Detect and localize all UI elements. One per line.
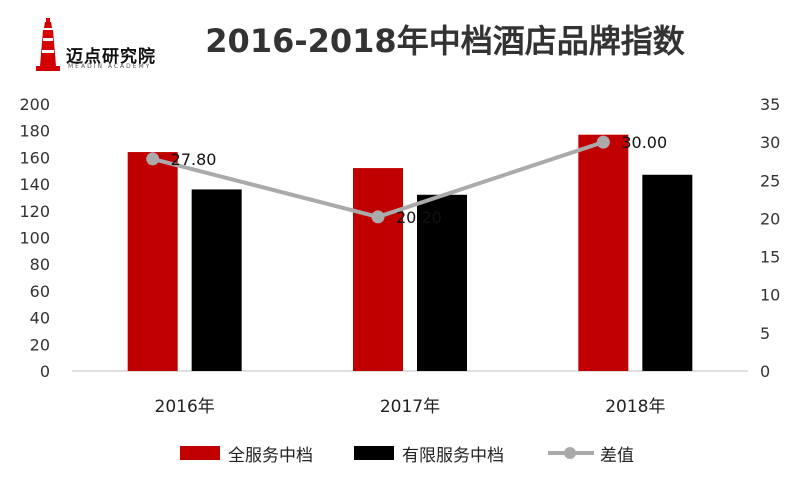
legend-label: 差值: [600, 445, 634, 466]
y-left-tick-label: 140: [19, 175, 50, 194]
y-left-tick-label: 200: [19, 95, 50, 114]
lighthouse-icon: [36, 18, 60, 71]
x-tick-label: 2017年: [380, 397, 440, 417]
legend: 全服务中档 有限服务中档 差值: [0, 438, 800, 468]
legend-swatch-black: [354, 446, 394, 460]
difference-point: [146, 152, 160, 166]
chart-axes: 0 20 40 60 80 100 120 140 160 180 200 0 5 10 15 20 25 30 3…: [19, 95, 780, 417]
legend-item-difference: 差值: [548, 438, 634, 468]
legend-label: 全服务中档: [228, 445, 313, 466]
legend-label: 有限服务中档: [402, 445, 504, 466]
y-left-tick-label: 0: [40, 362, 50, 381]
logo-subtitle: MEADIN ACADEMY: [68, 63, 152, 70]
y-left-tick-label: 20: [30, 335, 50, 354]
bar: [642, 174, 693, 371]
x-tick-label: 2018年: [605, 397, 665, 417]
logo-name: 迈点研究院: [66, 47, 156, 67]
bar: [127, 152, 178, 371]
y-right-tick-label: 35: [760, 95, 780, 114]
logo: 迈点研究院 MEADIN ACADEMY: [14, 16, 164, 74]
x-tick-label: 2016年: [155, 397, 215, 417]
y-right-tick-label: 30: [760, 133, 780, 152]
y-left-tick-label: 100: [19, 229, 50, 248]
data-label: 20.20: [396, 208, 442, 227]
y-right-tick-label: 5: [760, 324, 770, 343]
difference-point: [596, 135, 610, 149]
chart-bars: [127, 134, 693, 371]
y-right-tick-label: 10: [760, 286, 780, 305]
legend-swatch-line: [548, 446, 594, 460]
difference-point: [371, 210, 385, 224]
y-right-tick-label: 20: [760, 209, 780, 228]
chart-line: 27.80 20.20 30.00: [146, 133, 667, 227]
bar: [578, 134, 629, 371]
chart-title: 2016-2018年中档酒店品牌指数: [205, 22, 685, 60]
y-right-tick-label: 25: [760, 171, 780, 190]
bar: [191, 189, 242, 371]
y-left-tick-label: 120: [19, 202, 50, 221]
bar: [417, 194, 467, 371]
legend-item-limited-service: 有限服务中档: [354, 438, 504, 468]
y-right-tick-label: 0: [760, 362, 770, 381]
y-left-tick-label: 180: [19, 122, 50, 141]
y-left-tick-label: 160: [19, 148, 50, 167]
legend-swatch-red: [180, 446, 220, 460]
y-right-tick-label: 15: [760, 248, 780, 267]
data-label: 30.00: [621, 133, 667, 152]
y-left-tick-label: 80: [30, 255, 50, 274]
y-left-tick-label: 40: [30, 309, 50, 328]
y-left-tick-label: 60: [30, 282, 50, 301]
bar: [353, 168, 403, 371]
legend-item-full-service: 全服务中档: [180, 438, 313, 468]
data-label: 27.80: [171, 150, 217, 169]
